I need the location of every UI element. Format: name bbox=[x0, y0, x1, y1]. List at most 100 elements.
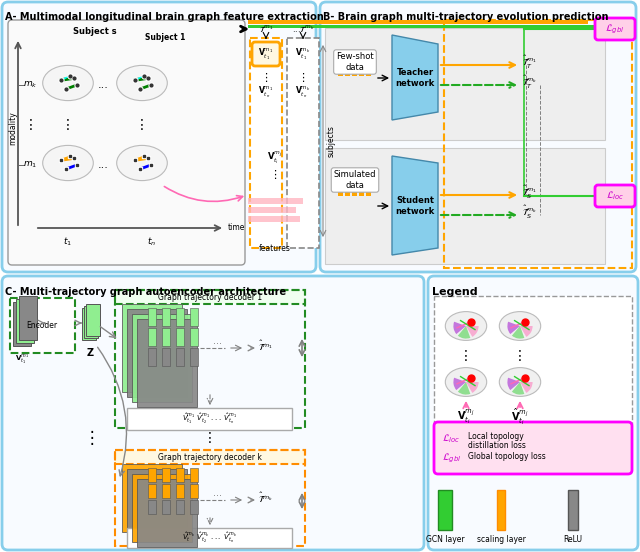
Text: $\mathbf{Z}$: $\mathbf{Z}$ bbox=[86, 346, 94, 358]
Bar bbox=[248, 25, 618, 28]
Bar bbox=[148, 484, 156, 498]
Bar bbox=[115, 290, 305, 304]
Bar bbox=[162, 500, 170, 514]
Bar bbox=[444, 20, 632, 268]
Ellipse shape bbox=[499, 368, 541, 396]
Text: Subject 1: Subject 1 bbox=[145, 33, 185, 42]
Text: modality: modality bbox=[8, 111, 17, 145]
Bar bbox=[359, 189, 364, 196]
Text: $\hat{\mathbf{V}}_{t_i}^{m_j}$: $\hat{\mathbf{V}}_{t_i}^{m_j}$ bbox=[511, 407, 529, 427]
Bar bbox=[82, 308, 96, 340]
Text: Few-shot
data: Few-shot data bbox=[336, 52, 374, 72]
Bar bbox=[438, 490, 452, 530]
Bar bbox=[176, 308, 184, 326]
Bar bbox=[345, 60, 350, 76]
Text: $\hat{V}_{t_1}^{m_1}\ \hat{V}_{t_2}^{m_1}\ ...\ \hat{V}_{t_n}^{m_1}$: $\hat{V}_{t_1}^{m_1}\ \hat{V}_{t_2}^{m_1… bbox=[182, 412, 237, 426]
Bar bbox=[190, 484, 198, 498]
Wedge shape bbox=[520, 382, 532, 393]
FancyBboxPatch shape bbox=[428, 276, 638, 550]
Bar bbox=[190, 308, 198, 326]
Bar bbox=[148, 328, 156, 346]
Bar bbox=[338, 68, 343, 76]
Text: subjects: subjects bbox=[327, 125, 336, 157]
Text: ...: ... bbox=[97, 80, 108, 90]
FancyBboxPatch shape bbox=[595, 185, 635, 207]
Text: Global topology loss: Global topology loss bbox=[468, 452, 546, 461]
Bar bbox=[338, 188, 343, 196]
Bar bbox=[115, 450, 305, 546]
Text: $\hat{\mathcal{T}}_T^{m_k}$: $\hat{\mathcal{T}}_T^{m_k}$ bbox=[522, 73, 538, 91]
Wedge shape bbox=[453, 322, 466, 334]
Text: B- Brain graph multi-trajectory evolution prediction: B- Brain graph multi-trajectory evolutio… bbox=[323, 12, 609, 22]
Text: A- Multimodal longitudinal brain graph feature extraction: A- Multimodal longitudinal brain graph f… bbox=[5, 12, 324, 22]
Text: distillation loss: distillation loss bbox=[468, 441, 526, 450]
Bar bbox=[248, 216, 300, 222]
Text: Subject s: Subject s bbox=[73, 27, 117, 36]
Text: Legend: Legend bbox=[432, 287, 477, 297]
Text: $\mathcal{L}_{gbl}$: $\mathcal{L}_{gbl}$ bbox=[605, 22, 625, 36]
Bar bbox=[10, 298, 75, 353]
Wedge shape bbox=[512, 326, 524, 338]
Text: $\hat{\mathcal{T}}^{m_1}$: $\hat{\mathcal{T}}^{m_1}$ bbox=[258, 339, 273, 353]
Text: ReLU: ReLU bbox=[563, 535, 582, 544]
Text: Local topology: Local topology bbox=[468, 432, 524, 441]
FancyBboxPatch shape bbox=[320, 2, 636, 272]
Text: $\mathcal{L}_{gbl}$: $\mathcal{L}_{gbl}$ bbox=[442, 452, 461, 465]
Wedge shape bbox=[458, 382, 470, 395]
Text: Encoder: Encoder bbox=[26, 321, 58, 330]
Wedge shape bbox=[508, 322, 520, 334]
Bar bbox=[366, 192, 371, 196]
Text: Graph trajectory decoder 1: Graph trajectory decoder 1 bbox=[158, 293, 262, 301]
Text: $m_k$: $m_k$ bbox=[23, 79, 38, 90]
Bar bbox=[248, 198, 303, 204]
FancyBboxPatch shape bbox=[2, 2, 316, 272]
Wedge shape bbox=[458, 326, 470, 338]
Bar bbox=[176, 328, 184, 346]
Text: ⋮: ⋮ bbox=[269, 170, 280, 180]
Text: C- Multi-trajectory graph autoencoder architecture: C- Multi-trajectory graph autoencoder ar… bbox=[5, 287, 286, 297]
Text: features: features bbox=[259, 244, 291, 253]
Bar bbox=[176, 348, 184, 366]
Ellipse shape bbox=[499, 311, 541, 341]
Bar bbox=[359, 69, 364, 76]
Text: scaling layer: scaling layer bbox=[477, 535, 525, 544]
Bar bbox=[115, 450, 305, 464]
Bar bbox=[13, 302, 31, 346]
Text: $\hat{V}_{t}^{m_k}\ \hat{V}_{t_2}^{m_k}\ ...\ \hat{V}_{t_n}^{m_k}$: $\hat{V}_{t}^{m_k}\ \hat{V}_{t_2}^{m_k}\… bbox=[182, 531, 237, 545]
Text: ...: ... bbox=[214, 336, 223, 346]
Text: GCN layer: GCN layer bbox=[426, 535, 464, 544]
FancyBboxPatch shape bbox=[595, 18, 635, 40]
Bar bbox=[325, 28, 605, 140]
Text: $m_1$: $m_1$ bbox=[23, 160, 37, 170]
Wedge shape bbox=[453, 378, 466, 390]
Ellipse shape bbox=[445, 311, 486, 341]
Text: ⋮: ⋮ bbox=[298, 73, 308, 83]
Bar bbox=[84, 306, 98, 338]
Text: $\mathcal{T}^{m_1}$: $\mathcal{T}^{m_1}$ bbox=[259, 23, 273, 34]
Bar bbox=[162, 468, 170, 482]
Bar bbox=[176, 468, 184, 482]
Text: ⋮: ⋮ bbox=[24, 118, 38, 132]
Text: $\mathbf{V}_{t_n}^{m_1}$: $\mathbf{V}_{t_n}^{m_1}$ bbox=[259, 84, 274, 100]
Bar bbox=[148, 468, 156, 482]
Bar bbox=[132, 314, 192, 402]
Bar bbox=[434, 296, 632, 424]
Ellipse shape bbox=[43, 65, 93, 100]
Text: ⋮: ⋮ bbox=[203, 431, 217, 445]
Text: Student
network: Student network bbox=[396, 197, 435, 216]
Text: ⋮: ⋮ bbox=[459, 349, 473, 363]
Bar bbox=[325, 148, 605, 264]
Polygon shape bbox=[392, 156, 438, 255]
Bar bbox=[148, 348, 156, 366]
Bar bbox=[248, 207, 296, 213]
Text: $\mathbf{V}_{t_1}^{m_1}$: $\mathbf{V}_{t_1}^{m_1}$ bbox=[259, 46, 274, 62]
Bar bbox=[122, 464, 182, 532]
FancyBboxPatch shape bbox=[2, 276, 424, 550]
Text: ...$\mathcal{T}^{m_k}$: ...$\mathcal{T}^{m_k}$ bbox=[292, 23, 314, 34]
Bar bbox=[162, 484, 170, 498]
Text: $\mathcal{L}_{loc}$: $\mathcal{L}_{loc}$ bbox=[442, 432, 461, 445]
Wedge shape bbox=[512, 382, 524, 395]
Ellipse shape bbox=[43, 145, 93, 181]
Text: $\mathbf{V}_{t_i}^{m_j}$: $\mathbf{V}_{t_i}^{m_j}$ bbox=[268, 150, 283, 166]
Bar bbox=[148, 308, 156, 326]
